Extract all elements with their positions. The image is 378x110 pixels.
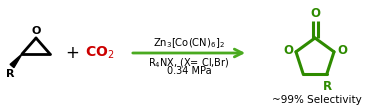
Text: O: O: [310, 7, 320, 20]
Text: 0.34 MPa: 0.34 MPa: [167, 66, 211, 76]
Text: R$_4$NX, (X= Cl,Br): R$_4$NX, (X= Cl,Br): [148, 56, 230, 70]
Text: Zn$_3$[Co(CN)$_6$]$_2$: Zn$_3$[Co(CN)$_6$]$_2$: [153, 36, 225, 50]
Text: O: O: [31, 26, 41, 36]
Text: R: R: [323, 80, 332, 93]
Text: O: O: [283, 44, 293, 57]
Text: O: O: [337, 44, 347, 57]
Polygon shape: [10, 54, 22, 68]
Text: ~99% Selectivity: ~99% Selectivity: [272, 95, 362, 105]
Text: R: R: [6, 69, 14, 79]
Text: CO$_2$: CO$_2$: [85, 45, 115, 61]
Text: +: +: [65, 44, 79, 62]
